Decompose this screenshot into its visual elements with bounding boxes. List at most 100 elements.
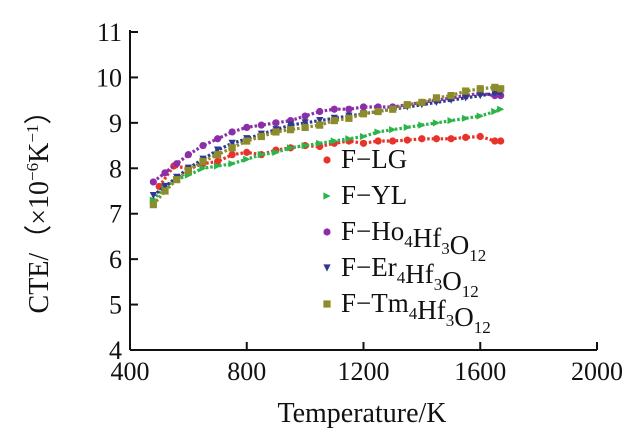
data-point <box>462 87 470 95</box>
data-point <box>389 137 397 145</box>
data-point <box>476 112 484 120</box>
data-point <box>257 132 265 141</box>
y-axis-title-text: CTE/（×10−6K−1） <box>23 97 55 314</box>
legend-marker <box>323 300 331 308</box>
y-tick-label: 4 <box>109 336 122 365</box>
data-point <box>257 151 265 159</box>
legend-label: F−Tm4Hf3O12 <box>341 288 491 337</box>
data-point <box>462 114 470 122</box>
data-point <box>476 85 484 93</box>
data-point <box>447 92 455 100</box>
x-tick-label: 2000 <box>571 357 623 386</box>
data-point <box>184 166 192 175</box>
data-point <box>213 135 222 143</box>
x-tick-label: 1200 <box>338 357 390 386</box>
data-point <box>359 132 368 141</box>
data-point <box>447 135 455 143</box>
data-point <box>491 137 499 145</box>
data-point <box>161 169 169 177</box>
data-point <box>447 116 455 125</box>
data-point <box>301 123 309 131</box>
data-point <box>316 121 324 129</box>
data-point <box>286 144 295 152</box>
data-point <box>330 116 338 125</box>
data-point <box>359 103 368 111</box>
y-axis-unit-open: （×10 <box>23 181 55 253</box>
data-point <box>316 116 324 125</box>
data-point <box>272 128 280 136</box>
series-F-Tm4Hf3O12 <box>149 83 505 209</box>
data-point <box>345 135 353 143</box>
data-point <box>199 157 207 166</box>
legend-marker <box>323 192 331 200</box>
legend-label: F−Er4Hf3O12 <box>341 252 479 301</box>
data-point <box>243 148 251 156</box>
data-point <box>462 133 470 141</box>
data-point <box>149 178 157 186</box>
data-point <box>228 160 236 168</box>
x-tick-label: 400 <box>111 357 150 386</box>
legend-marker <box>323 228 331 236</box>
data-point <box>243 137 251 145</box>
data-point <box>213 146 222 154</box>
data-point <box>491 89 499 97</box>
data-point <box>418 135 426 143</box>
data-point <box>476 132 484 141</box>
data-point <box>184 151 192 159</box>
data-point <box>374 137 382 145</box>
data-point <box>173 176 181 184</box>
data-point <box>243 123 251 131</box>
data-point <box>330 105 338 113</box>
legend-marker <box>323 264 331 272</box>
data-point <box>491 83 499 92</box>
y-tick-label: 10 <box>96 63 122 92</box>
y-axis-label-main: CTE/ <box>24 253 55 314</box>
axes: 400 800 1200 1600 2000 4 5 6 7 8 9 10 11 <box>96 18 623 386</box>
y-tick-label: 8 <box>109 154 122 183</box>
legend-entry: F−LG <box>323 144 407 174</box>
data-point <box>345 105 353 113</box>
data-point <box>330 137 338 145</box>
y-axis-unit-exponent: −6 <box>23 163 42 181</box>
data-point <box>359 110 368 118</box>
data-point <box>374 107 382 116</box>
data-point <box>374 128 382 136</box>
y-tick-label: 6 <box>109 245 122 274</box>
legend-label: F−Ho4Hf3O12 <box>341 216 486 265</box>
data-point <box>228 151 236 159</box>
x-axis-title: Temperature/K <box>277 398 446 429</box>
legend-entry: F−YL <box>323 180 407 210</box>
data-point <box>213 162 222 170</box>
data-point <box>316 139 324 147</box>
data-point <box>149 191 157 200</box>
data-point <box>213 157 222 166</box>
data-point <box>228 144 236 152</box>
legend-entry: F−Ho4Hf3O12 <box>323 216 486 265</box>
data-point <box>491 107 499 116</box>
data-point <box>432 119 441 127</box>
legend-entry: F−Tm4Hf3O12 <box>323 288 491 337</box>
legend-label: F−LG <box>341 144 407 174</box>
y-tick-label: 11 <box>97 18 122 47</box>
y-tick-label: 9 <box>109 109 122 138</box>
y-axis-unit-k: K <box>24 143 55 163</box>
data-point <box>257 121 265 129</box>
y-axis-unit-exponent-2: −1 <box>23 125 42 143</box>
data-point <box>286 126 295 134</box>
data-point <box>301 119 309 127</box>
legend: F−LG F−YL F−Ho4Hf3O12F−Er4Hf3O12F−Tm4Hf3O1… <box>323 144 491 337</box>
y-tick-label: 5 <box>109 291 122 320</box>
data-point <box>228 128 236 136</box>
data-point <box>476 92 484 100</box>
data-point <box>462 94 470 102</box>
data-point <box>161 182 169 191</box>
data-point <box>301 112 309 120</box>
legend-entry: F−Er4Hf3O12 <box>323 252 479 301</box>
y-axis-unit-close: ） <box>23 97 55 125</box>
plot-series <box>149 83 505 209</box>
legend-label: F−YL <box>341 180 407 210</box>
data-point <box>199 164 207 172</box>
data-point <box>418 98 426 107</box>
data-point <box>301 141 309 150</box>
